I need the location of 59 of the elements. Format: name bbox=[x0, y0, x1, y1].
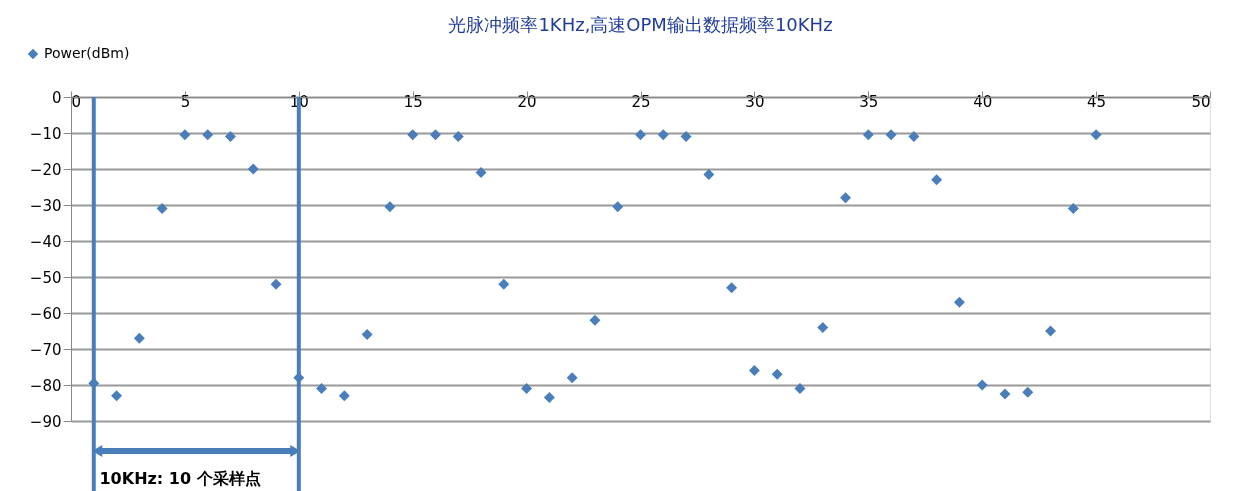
point bbox=[908, 131, 920, 143]
x-tick-label: 45 bbox=[1087, 92, 1107, 111]
point bbox=[931, 174, 943, 186]
point bbox=[543, 392, 555, 404]
y-tick-label: −40 bbox=[29, 232, 62, 251]
point bbox=[817, 321, 829, 333]
point bbox=[703, 168, 715, 180]
y-tick-label: −90 bbox=[29, 412, 62, 431]
legend-label: Power(dBm) bbox=[44, 45, 130, 61]
point bbox=[156, 203, 168, 215]
point bbox=[361, 329, 373, 341]
y-tick-label: −70 bbox=[29, 340, 62, 359]
y-tick-label: −80 bbox=[29, 376, 62, 395]
point bbox=[202, 129, 214, 141]
x-tick-label: 35 bbox=[859, 92, 879, 111]
point bbox=[498, 278, 510, 290]
point bbox=[1090, 129, 1102, 141]
x-tick-label: 15 bbox=[403, 92, 423, 111]
point bbox=[794, 383, 806, 395]
y-tick-label: −30 bbox=[29, 196, 62, 215]
point bbox=[999, 388, 1011, 400]
point bbox=[840, 192, 851, 204]
point bbox=[338, 390, 350, 402]
point bbox=[635, 129, 646, 141]
point bbox=[1045, 325, 1057, 337]
point bbox=[953, 296, 965, 308]
point bbox=[976, 379, 988, 391]
point bbox=[885, 129, 897, 141]
y-tick-label: −60 bbox=[29, 304, 62, 323]
point bbox=[452, 131, 464, 143]
point bbox=[247, 163, 259, 175]
point bbox=[111, 390, 123, 402]
point bbox=[680, 131, 692, 143]
point bbox=[179, 129, 191, 141]
x-tick-label: 25 bbox=[631, 92, 651, 111]
point bbox=[566, 372, 578, 384]
point bbox=[726, 282, 738, 294]
chart-title: 光脉冲频率1KHz,高速OPM输出数据频率10KHz bbox=[448, 14, 833, 35]
point bbox=[384, 201, 396, 213]
point bbox=[224, 131, 236, 143]
point bbox=[771, 368, 783, 380]
point bbox=[657, 129, 669, 141]
point bbox=[430, 129, 441, 141]
point bbox=[270, 278, 282, 290]
point bbox=[589, 314, 601, 326]
point bbox=[612, 201, 624, 213]
point bbox=[521, 383, 533, 395]
y-tick-label: −50 bbox=[29, 268, 62, 287]
y-tick-label: −10 bbox=[29, 124, 62, 143]
y-tick-label: −20 bbox=[29, 160, 62, 179]
point bbox=[407, 129, 419, 141]
point bbox=[133, 332, 145, 344]
text: 10KHz: 10 个采样点 bbox=[99, 469, 261, 488]
point bbox=[316, 383, 328, 395]
point bbox=[748, 365, 760, 377]
point bbox=[862, 129, 874, 141]
point bbox=[1022, 386, 1034, 398]
point bbox=[475, 167, 487, 179]
point bbox=[1067, 203, 1079, 215]
